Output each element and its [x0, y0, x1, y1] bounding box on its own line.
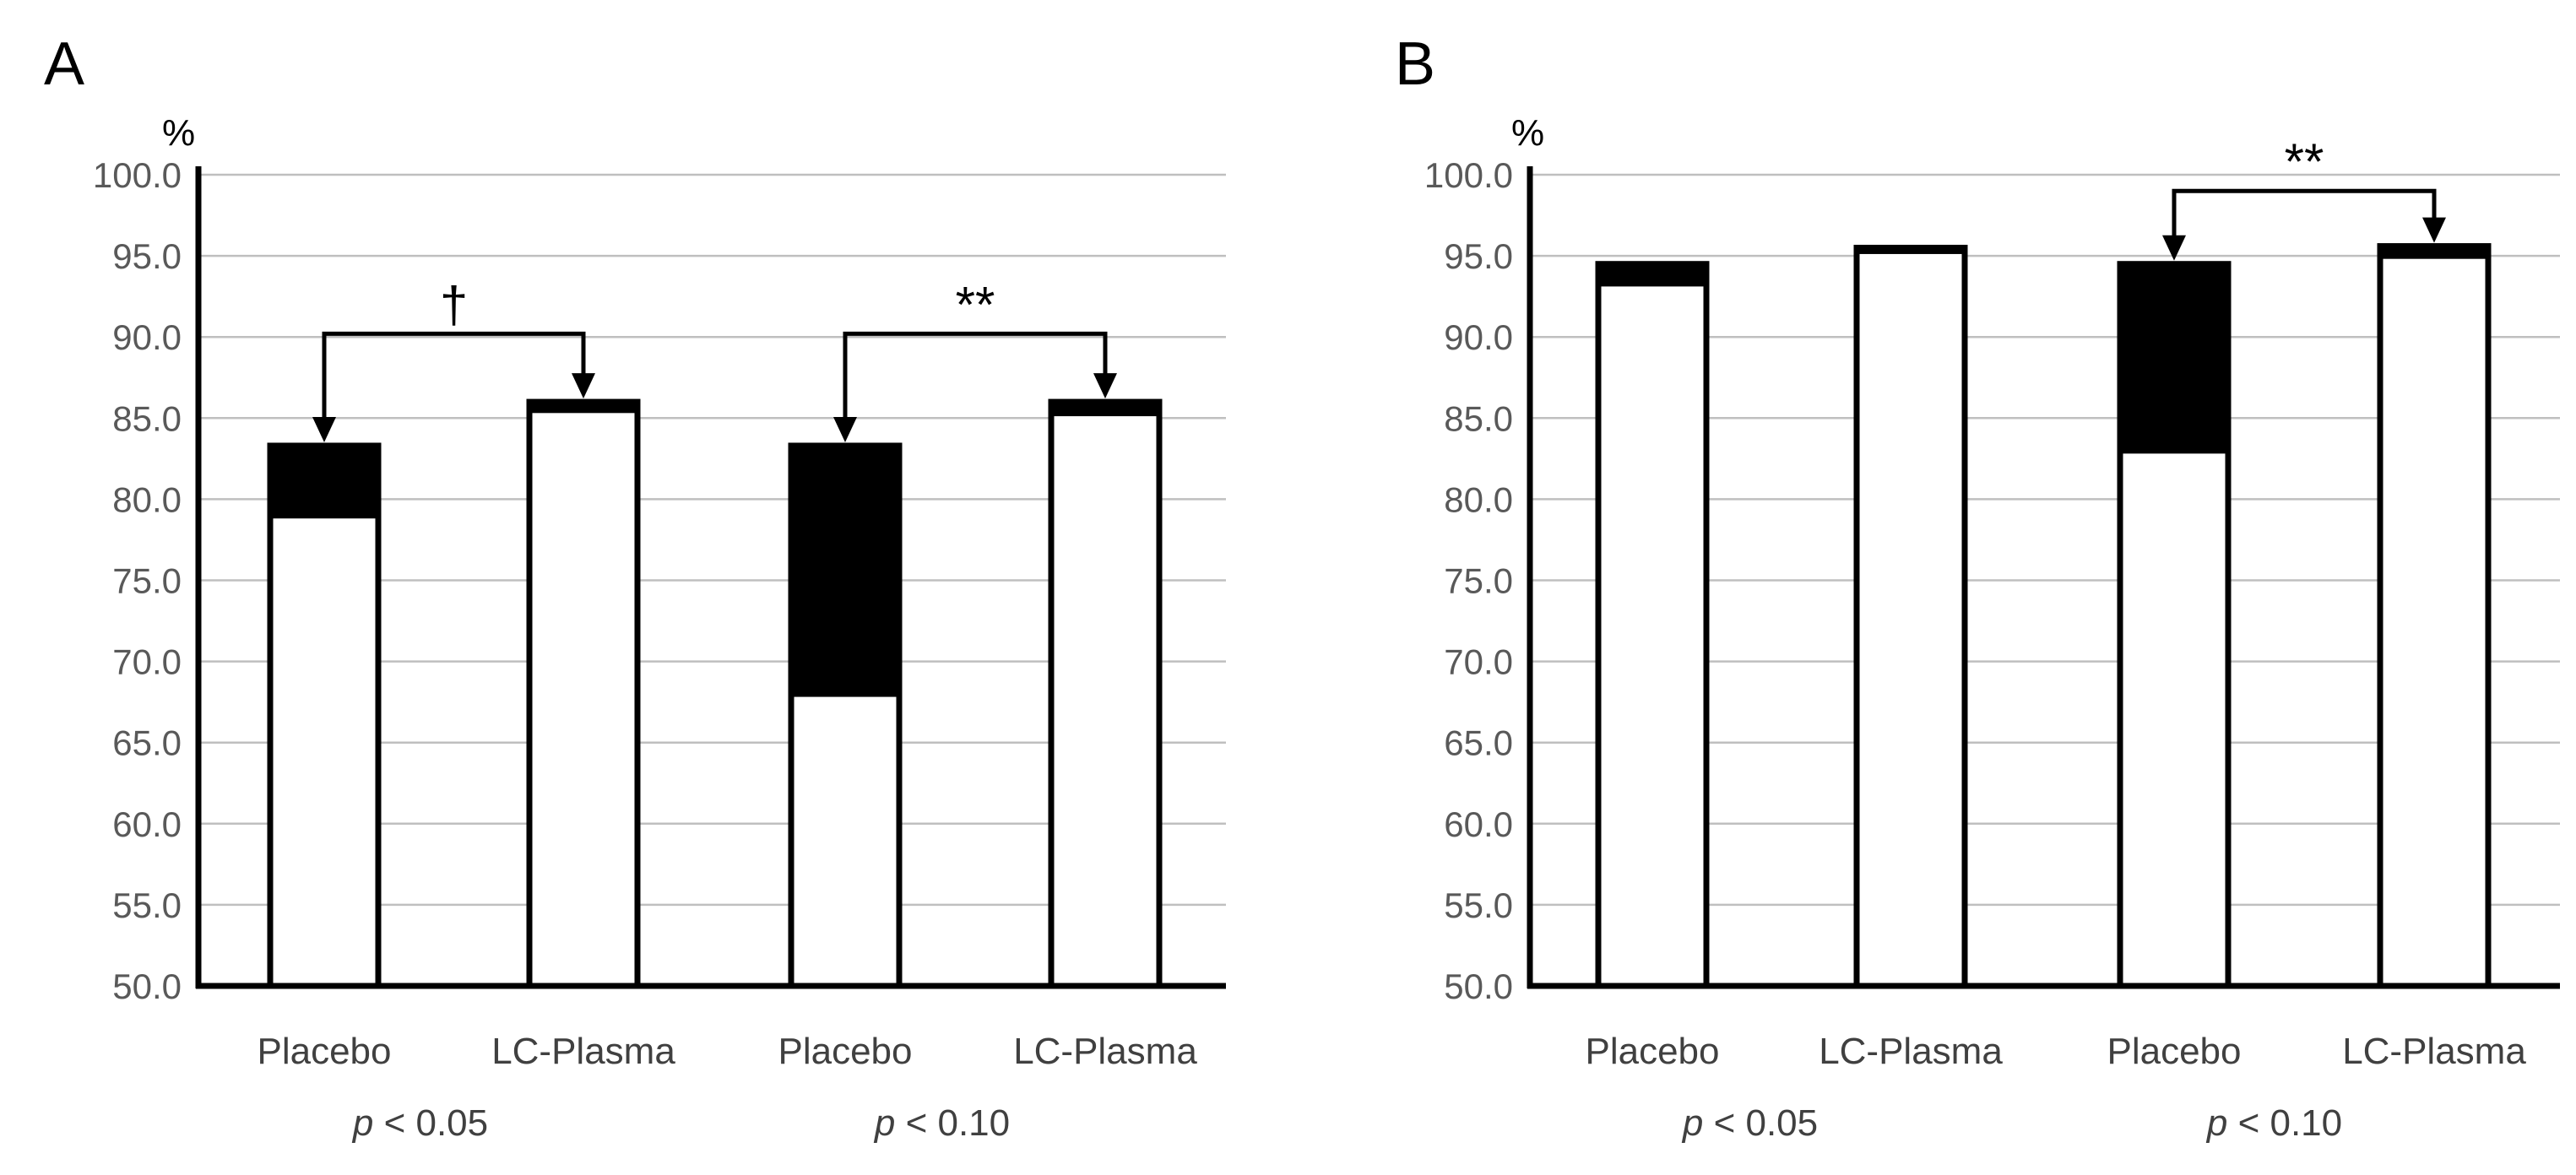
panel-a-letter: A [44, 30, 84, 98]
arrowhead [572, 373, 595, 399]
significance-bracket [843, 331, 1108, 420]
arrowhead [2422, 217, 2446, 243]
bar-white-segment [788, 690, 903, 989]
bar-black-segment [2117, 261, 2232, 454]
y-tick-label: 90.0 [1444, 317, 1513, 357]
y-tick-label: 85.0 [1444, 398, 1513, 438]
panel-b-chart: B% 50.0 55.0 60.0 65.0 70.0 75.0 80.0 85.0 90.0 95… [1395, 30, 2560, 1144]
bar-white-segment [1048, 410, 1163, 989]
y-tick-label: 55.0 [112, 885, 182, 925]
panel-a-chart: A% 50.0 55.0 60.0 65.0 70.0 75.0 80.0 85.0 90.0 95… [44, 30, 1226, 1144]
bar-white-segment [526, 407, 641, 989]
bar-black-segment [1853, 244, 1968, 254]
arrowhead [2162, 235, 2186, 261]
group-p-label: p < 0.05 [1681, 1102, 1818, 1144]
bar-black-segment [2377, 243, 2492, 259]
bar-black-segment [267, 442, 382, 519]
y-tick-label: 50.0 [112, 967, 182, 1006]
y-tick-label: 80.0 [112, 479, 182, 519]
significance-symbol: ** [956, 276, 995, 333]
y-tick-label: 95.0 [112, 236, 182, 276]
bar-black-segment [1048, 398, 1163, 417]
significance-bracket [322, 331, 586, 420]
y-tick-label: 100.0 [93, 155, 182, 195]
y-tick-label: 65.0 [112, 723, 182, 763]
significance-bracket [2172, 188, 2437, 239]
y-tick-label: 65.0 [1444, 723, 1513, 763]
bar-black-segment [788, 442, 903, 697]
y-tick-label: 85.0 [112, 398, 182, 438]
arrowhead [312, 416, 336, 442]
y-tick-label: 70.0 [112, 642, 182, 682]
y-tick-label: 70.0 [1444, 642, 1513, 682]
category-label: Placebo [257, 1031, 391, 1072]
significance-symbol: ** [2285, 133, 2324, 190]
panel-b-letter: B [1395, 30, 1435, 98]
category-label: LC-Plasma [491, 1031, 675, 1072]
y-tick-label: 75.0 [1444, 561, 1513, 601]
category-label: LC-Plasma [2342, 1031, 2526, 1072]
group-p-label: p < 0.10 [873, 1102, 1010, 1144]
bar-white-segment [267, 512, 382, 989]
bar-white-segment [1853, 247, 1968, 989]
panel-b-y-unit: % [1511, 112, 1544, 154]
y-tick-label: 100.0 [1424, 155, 1513, 195]
y-tick-label: 50.0 [1444, 967, 1513, 1006]
bar-white-segment [2377, 252, 2492, 989]
panel-a-y-unit: % [162, 112, 195, 154]
y-tick-label: 55.0 [1444, 885, 1513, 925]
y-tick-label: 90.0 [112, 317, 182, 357]
y-tick-label: 80.0 [1444, 479, 1513, 519]
bar-white-segment [2117, 447, 2232, 989]
y-tick-label: 60.0 [1444, 804, 1513, 844]
significance-symbol: † [440, 276, 468, 333]
bar-white-segment [1595, 280, 1710, 989]
bar-black-segment [526, 398, 641, 414]
arrowhead [833, 416, 857, 442]
category-label: Placebo [2107, 1031, 2241, 1072]
y-tick-label: 75.0 [112, 561, 182, 601]
group-p-label: p < 0.05 [351, 1102, 488, 1144]
y-tick-label: 95.0 [1444, 236, 1513, 276]
arrowhead [1093, 373, 1117, 399]
bar-black-segment [1595, 261, 1710, 287]
category-label: LC-Plasma [1819, 1031, 2003, 1072]
group-p-label: p < 0.10 [2205, 1102, 2342, 1144]
y-tick-label: 60.0 [112, 804, 182, 844]
category-label: LC-Plasma [1013, 1031, 1197, 1072]
category-label: Placebo [778, 1031, 912, 1072]
category-label: Placebo [1585, 1031, 1719, 1072]
